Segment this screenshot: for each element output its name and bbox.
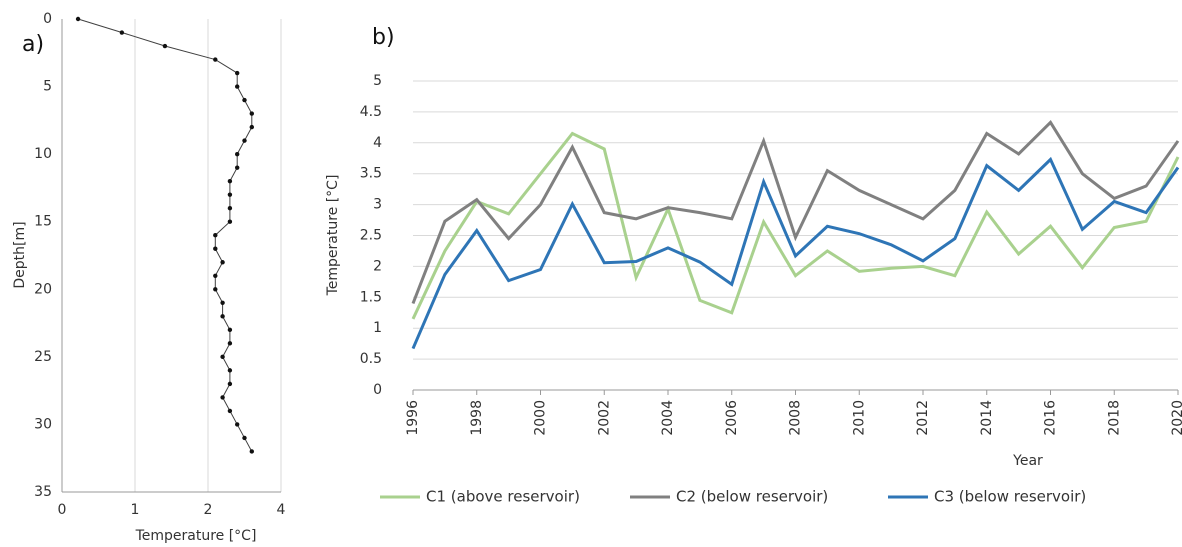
point [235,84,240,89]
x-tick-label: 1 [131,502,140,518]
point [227,206,233,211]
x-tick-label: 1998 [469,400,485,436]
y-tick-label: 3 [373,197,382,213]
legend-label: C2 (below reservoir) [676,488,828,506]
point [235,70,240,76]
point [235,151,240,157]
x-tick-label: 2018 [1106,400,1122,436]
y-tick-label: 25 [34,349,52,365]
legend-label: C3 (below reservoir) [934,488,1086,506]
y-axis-label: Depth[m] [12,221,28,288]
point [220,300,225,305]
point [227,327,233,333]
point [249,111,254,116]
y-tick-label: 20 [34,281,52,297]
y-tick-label: 0.5 [360,351,382,367]
y-tick-label: 1.5 [360,289,382,305]
x-tick-label: 2014 [979,400,995,436]
point [227,192,233,197]
x-axis-label: Year [1012,453,1043,469]
x-tick-label: 2000 [533,400,549,436]
x-tick-label: 2020 [1170,400,1182,436]
y-tick-label: 15 [34,214,52,230]
x-axis-label: Temperature [°C] [135,528,257,544]
point [220,314,225,319]
panel-label: b) [372,25,395,50]
y-tick-label: 0 [43,11,52,27]
y-tick-label: 10 [34,146,52,162]
x-tick-label: 0 [58,502,67,518]
x-tick-label: 4 [277,502,286,518]
y-tick-label: 30 [34,416,52,432]
x-tick-label: 2016 [1043,400,1059,436]
y-tick-label: 2.5 [360,228,382,244]
point [227,408,233,414]
y-tick-label: 0 [373,382,382,398]
y-tick-label: 3.5 [360,166,382,182]
point [227,381,233,387]
x-tick-label: 1996 [405,400,421,436]
y-tick-label: 1 [373,320,382,336]
x-tick-label: 2 [204,502,213,518]
point [249,449,254,454]
point [227,368,233,373]
point [162,43,168,49]
profile-line [77,18,253,452]
point [213,246,218,251]
point [220,260,225,265]
legend-label: C1 (above reservoir) [426,488,580,506]
point [235,165,240,170]
point [242,435,247,441]
y-tick-label: 2 [373,258,382,274]
point [235,422,240,427]
point [227,341,233,346]
point [213,57,218,62]
y-axis-label: Temperature [°C] [325,175,341,297]
point [220,395,225,400]
point [75,16,81,22]
point [227,219,233,224]
point [227,178,233,184]
y-tick-label: 5 [373,73,382,89]
point [213,287,218,292]
y-tick-label: 4.5 [360,104,382,120]
series-line [411,120,1180,305]
y-tick-label: 5 [43,79,52,95]
point [213,233,218,238]
y-tick-label: 4 [373,135,382,151]
x-tick-label: 2010 [851,400,867,436]
x-tick-label: 2004 [660,400,676,436]
point [119,30,125,35]
point [249,124,254,130]
x-tick-label: 2008 [788,400,804,436]
point [242,97,247,103]
x-tick-label: 2002 [596,400,612,436]
y-tick-label: 35 [34,484,52,500]
series-line [411,131,1180,320]
panel-label: a) [22,32,44,57]
point [220,354,225,360]
x-tick-label: 2006 [724,400,740,436]
point [213,273,218,278]
point [242,138,247,143]
x-tick-label: 2012 [915,400,931,436]
series-line [411,156,1180,350]
